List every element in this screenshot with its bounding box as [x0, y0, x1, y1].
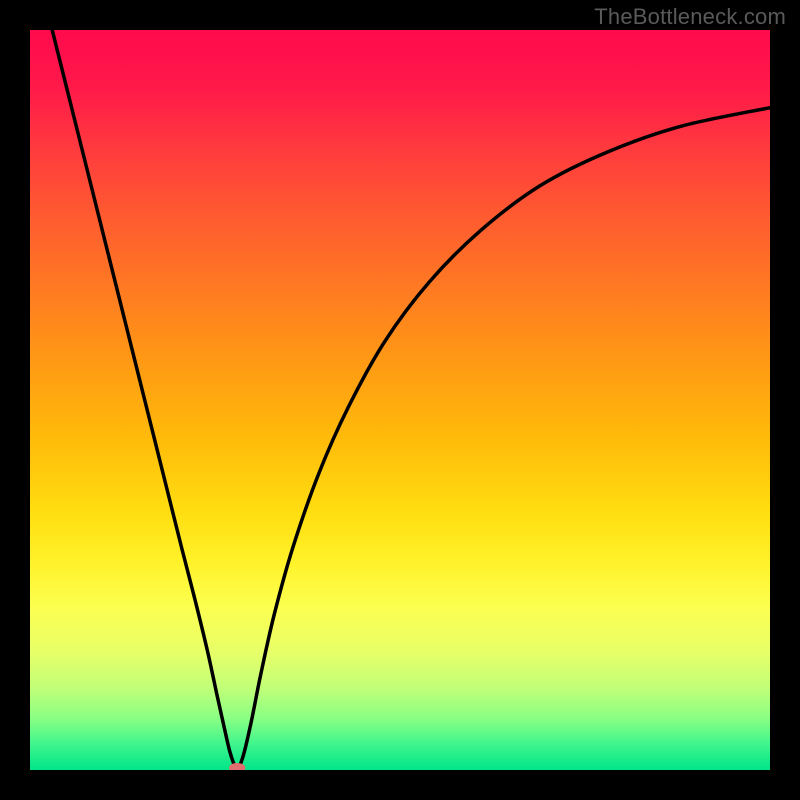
- minimum-marker: [229, 763, 245, 770]
- watermark-text: TheBottleneck.com: [594, 4, 786, 30]
- chart-frame: TheBottleneck.com: [0, 0, 800, 800]
- plot-area: [30, 30, 770, 770]
- curve-layer: [30, 30, 770, 770]
- bottleneck-curve: [52, 30, 770, 770]
